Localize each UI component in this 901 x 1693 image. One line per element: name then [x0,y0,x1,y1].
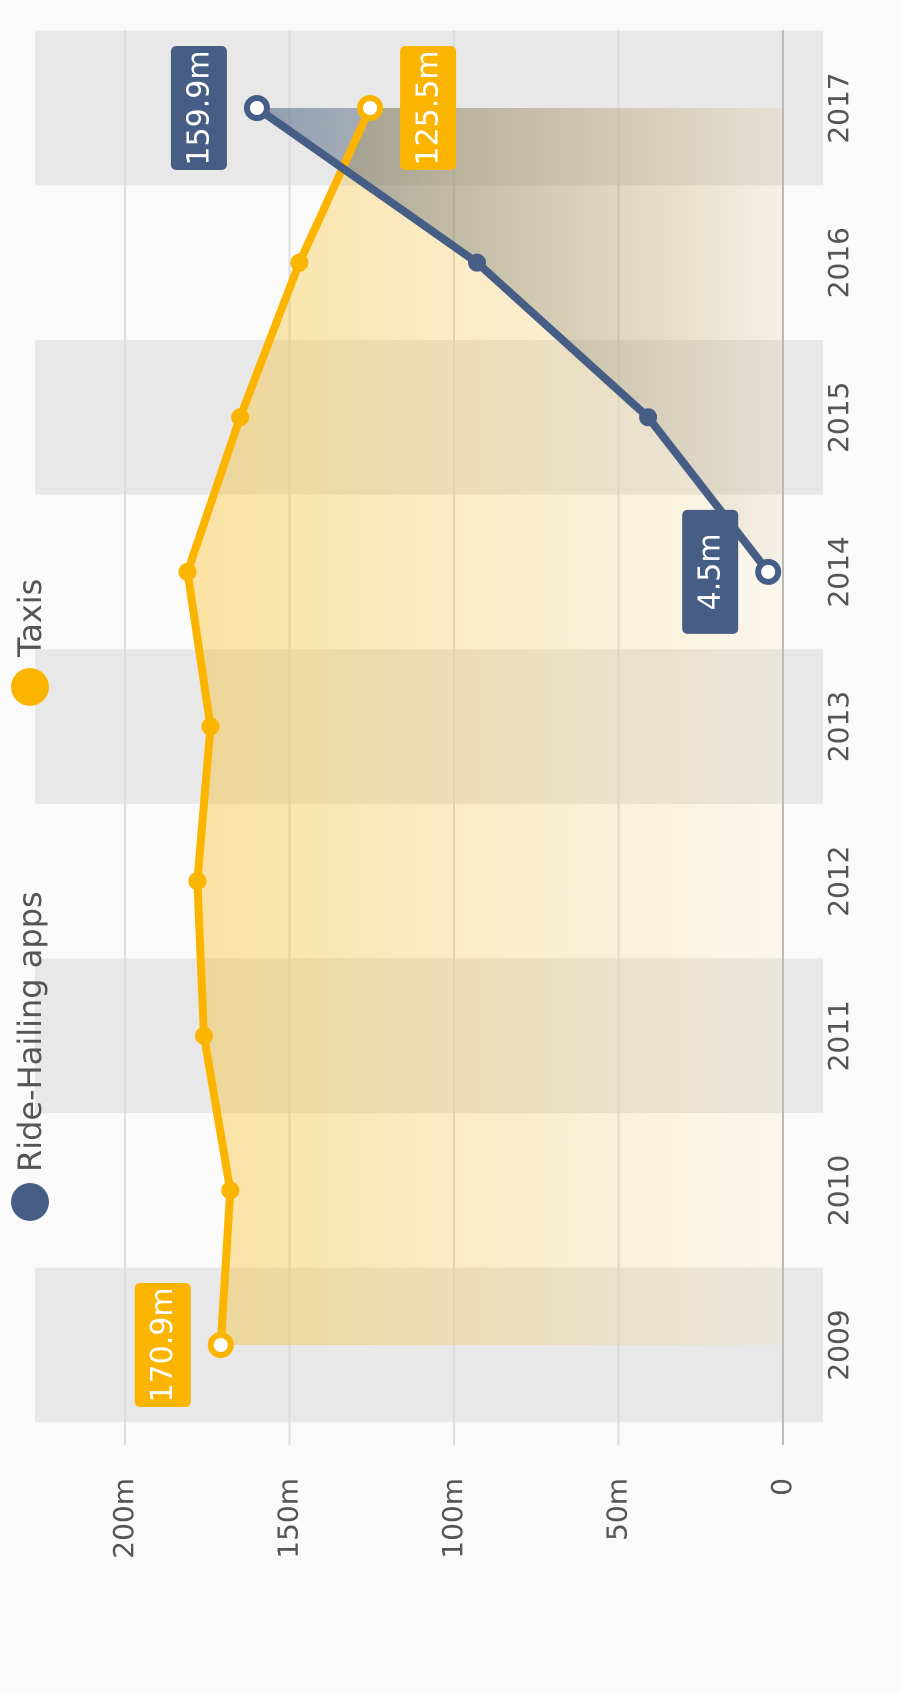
chart: 0 50m 100m 150m 200m 2009 2010 2011 2012 2013 2014… [0,0,901,1693]
x-tick-label: 2015 [822,382,855,453]
x-tick-label: 2013 [822,691,855,762]
legend-label: Taxis [11,579,49,658]
value-label: 125.5m [411,50,446,165]
point [221,1181,239,1199]
x-tick-label: 2011 [822,1000,855,1071]
x-tick-label: 2009 [822,1309,855,1380]
x-tick-label: 2012 [822,845,855,916]
point [360,98,380,118]
point [211,1335,231,1355]
y-tick-label: 50m [601,1478,634,1541]
y-tick-label: 100m [436,1478,469,1559]
value-label: 170.9m [145,1287,180,1402]
y-tick-label: 200m [107,1478,140,1559]
point [179,563,197,581]
x-tick-label: 2010 [822,1155,855,1226]
x-tick-label: 2016 [822,227,855,298]
y-tick-label: 0 [765,1478,798,1496]
point [247,98,267,118]
y-tick-label: 150m [272,1478,305,1559]
legend-marker [11,1183,49,1221]
point [231,408,249,426]
value-label: 4.5m [693,533,728,610]
point [195,1027,213,1045]
value-label: 159.9m [181,50,216,165]
legend-marker [11,668,49,706]
point [290,254,308,272]
legend-label: Ride-Hailing apps [11,891,49,1172]
point [188,872,206,890]
point [202,718,220,736]
point [758,562,778,582]
x-tick-label: 2017 [822,72,855,143]
point [639,408,657,426]
point [468,254,486,272]
x-tick-label: 2014 [822,536,855,607]
page: 0 50m 100m 150m 200m 2009 2010 2011 2012 2013 2014… [0,0,901,1693]
rotated-chart: 0 50m 100m 150m 200m 2009 2010 2011 2012 2013 2014… [11,30,855,1559]
